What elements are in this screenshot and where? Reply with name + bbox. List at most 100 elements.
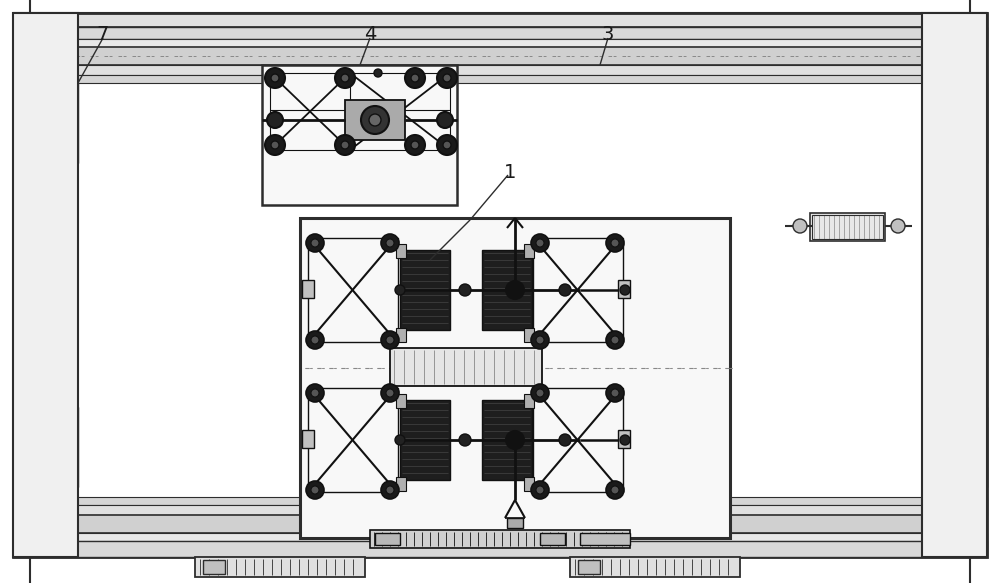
Text: 1: 1	[504, 163, 516, 181]
Circle shape	[405, 135, 425, 155]
Bar	[13, 75, 987, 83]
Bar	[975, 225, 987, 247]
Bar	[482, 400, 532, 480]
Bar	[370, 530, 630, 548]
Bar	[922, 13, 987, 557]
Circle shape	[620, 435, 630, 445]
Circle shape	[411, 141, 419, 149]
Bar	[302, 280, 314, 298]
Text: 3: 3	[602, 26, 614, 44]
Circle shape	[531, 331, 549, 349]
Circle shape	[443, 74, 451, 82]
Circle shape	[381, 234, 399, 252]
Bar	[13, 13, 78, 557]
Circle shape	[306, 234, 324, 252]
Circle shape	[374, 69, 382, 77]
Circle shape	[611, 389, 619, 397]
Bar	[400, 400, 450, 480]
Bar	[524, 394, 534, 408]
Circle shape	[311, 389, 319, 397]
Circle shape	[361, 106, 389, 134]
Bar	[578, 560, 600, 574]
Circle shape	[536, 486, 544, 494]
Bar	[396, 394, 406, 408]
Circle shape	[611, 239, 619, 247]
Bar	[13, 505, 987, 515]
Circle shape	[381, 331, 399, 349]
Circle shape	[531, 234, 549, 252]
Circle shape	[559, 434, 571, 446]
Bar	[390, 348, 542, 386]
Circle shape	[506, 281, 524, 299]
Bar	[507, 518, 523, 528]
Bar	[618, 280, 630, 298]
Circle shape	[606, 331, 624, 349]
Circle shape	[506, 431, 524, 449]
Circle shape	[536, 239, 544, 247]
Bar	[308, 238, 398, 342]
Circle shape	[531, 481, 549, 499]
Circle shape	[335, 68, 355, 88]
Circle shape	[606, 481, 624, 499]
Bar	[812, 215, 883, 239]
Circle shape	[311, 486, 319, 494]
Circle shape	[536, 389, 544, 397]
Bar	[540, 533, 565, 545]
Circle shape	[891, 219, 905, 233]
Bar	[580, 533, 630, 545]
Circle shape	[437, 135, 457, 155]
Circle shape	[606, 234, 624, 252]
Circle shape	[306, 384, 324, 402]
Bar	[396, 477, 406, 491]
Bar	[13, 228, 31, 244]
Circle shape	[369, 114, 381, 126]
Bar	[524, 244, 534, 258]
Circle shape	[405, 68, 425, 88]
Circle shape	[611, 336, 619, 344]
Circle shape	[411, 74, 419, 82]
Bar	[533, 388, 623, 492]
Circle shape	[306, 331, 324, 349]
Circle shape	[531, 384, 549, 402]
Circle shape	[437, 112, 453, 128]
Circle shape	[271, 74, 279, 82]
Circle shape	[386, 336, 394, 344]
Bar	[533, 238, 623, 342]
Circle shape	[381, 481, 399, 499]
Bar	[810, 213, 885, 241]
Text: 7: 7	[97, 26, 109, 44]
Circle shape	[341, 141, 349, 149]
Bar	[13, 335, 25, 357]
Circle shape	[606, 384, 624, 402]
Bar	[308, 388, 398, 492]
Circle shape	[311, 336, 319, 344]
Circle shape	[459, 434, 471, 446]
Circle shape	[395, 435, 405, 445]
Bar	[400, 250, 450, 330]
Bar	[13, 543, 987, 557]
Bar	[302, 430, 314, 448]
Circle shape	[437, 68, 457, 88]
Bar	[13, 65, 987, 75]
Bar	[375, 533, 400, 545]
Bar	[13, 13, 987, 27]
Circle shape	[611, 486, 619, 494]
Circle shape	[271, 141, 279, 149]
Circle shape	[443, 141, 451, 149]
Circle shape	[265, 68, 285, 88]
Circle shape	[536, 336, 544, 344]
Circle shape	[620, 285, 630, 295]
Bar	[13, 47, 987, 65]
Bar	[13, 541, 987, 557]
Text: 4: 4	[364, 26, 376, 44]
Bar	[195, 557, 365, 577]
Bar	[975, 335, 987, 357]
Circle shape	[341, 74, 349, 82]
Circle shape	[559, 284, 571, 296]
Bar	[922, 407, 987, 487]
Circle shape	[793, 219, 807, 233]
Bar	[13, 407, 78, 487]
Bar	[482, 250, 532, 330]
Bar	[524, 328, 534, 342]
Bar	[300, 218, 730, 538]
